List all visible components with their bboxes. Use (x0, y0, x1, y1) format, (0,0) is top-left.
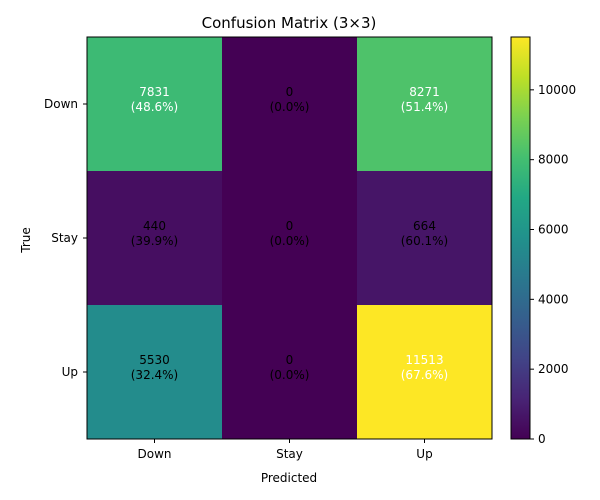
colorbar-gradient (510, 36, 531, 440)
heatmap-cell (222, 37, 357, 171)
cell-label: 440 (39.9%) (131, 219, 178, 248)
cell-label: 664 (60.1%) (401, 219, 448, 248)
heatmap-cell (87, 171, 222, 305)
y-tick-label: Down (44, 97, 78, 111)
cell-label: 11513 (67.6%) (401, 353, 448, 382)
colorbar-tick-label: 8000 (538, 153, 569, 167)
x-tick-label: Up (416, 447, 432, 461)
heatmap-cell (222, 171, 357, 305)
y-axis-label: True (19, 227, 33, 254)
colorbar-tick-label: 6000 (538, 222, 569, 236)
cell-label: 0 (0.0%) (270, 219, 310, 248)
x-tick-label: Down (137, 447, 171, 461)
cell-label: 7831 (48.6%) (131, 85, 178, 114)
cell-label: 5530 (32.4%) (131, 353, 178, 382)
colorbar-tick-label: 0 (538, 432, 546, 446)
x-axis-label: Predicted (261, 471, 317, 485)
y-tick-label: Stay (51, 231, 78, 245)
colorbar-tick-label: 10000 (538, 83, 576, 97)
chart-title: Confusion Matrix (3×3) (202, 14, 377, 32)
y-tick-label: Up (62, 365, 78, 379)
heatmap-cell (357, 37, 492, 171)
heatmap-cell (222, 305, 357, 439)
colorbar-tick-label: 4000 (538, 292, 569, 306)
x-axis-ticks: Down Stay Up (137, 439, 433, 461)
cell-label: 0 (0.0%) (270, 353, 310, 382)
heatmap-cell (357, 305, 492, 439)
y-axis-ticks: Down Stay Up (44, 97, 87, 379)
cell-label: 8271 (51.4%) (401, 85, 448, 114)
x-tick-label: Stay (276, 447, 303, 461)
heatmap-cell (87, 37, 222, 171)
colorbar-tick-label: 2000 (538, 362, 569, 376)
colorbar: 0 2000 4000 6000 8000 10000 (510, 36, 576, 446)
heatmap-cell (357, 171, 492, 305)
cell-label: 0 (0.0%) (270, 85, 310, 114)
heatmap-cell (87, 305, 222, 439)
heatmap-cells: 7831 (48.6%) 0 (0.0%) 8271 (51.4%) 440 (39.9%) 0… (86, 36, 493, 440)
